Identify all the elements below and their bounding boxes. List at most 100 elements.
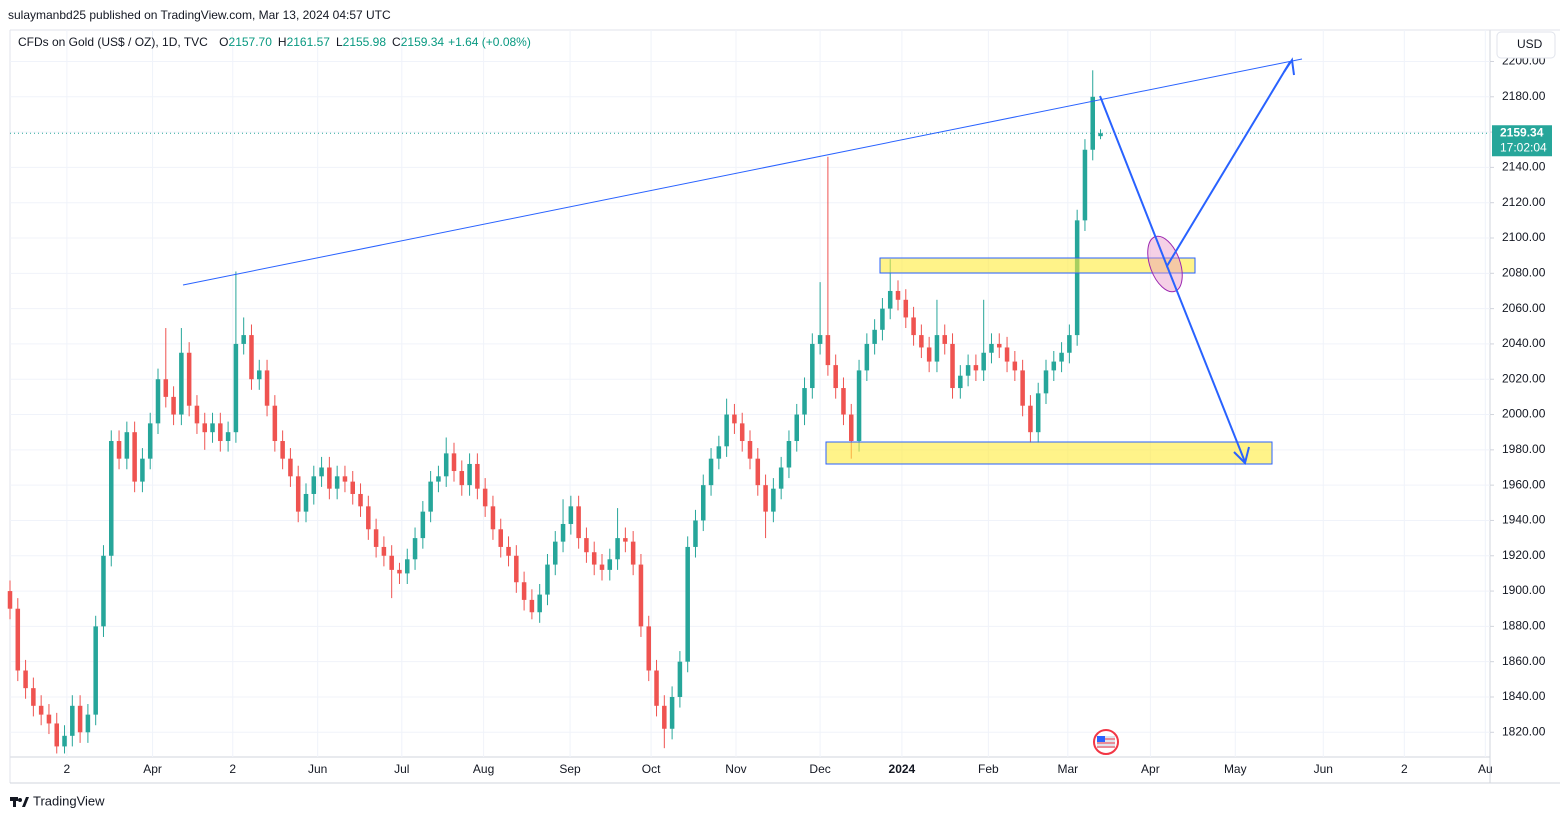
candle-body bbox=[802, 388, 807, 415]
support-zone bbox=[825, 441, 1273, 465]
projection-arrows bbox=[1099, 57, 1295, 465]
last-price-label: 2159.34 bbox=[1500, 125, 1544, 139]
y-tick-label: 2080.00 bbox=[1502, 265, 1546, 279]
candle-body bbox=[856, 370, 862, 442]
candle-body bbox=[467, 463, 472, 486]
countdown-label: 17:02:04 bbox=[1500, 140, 1547, 154]
candle-body bbox=[264, 370, 270, 406]
flag-icon bbox=[1093, 729, 1119, 755]
candle-body bbox=[490, 506, 496, 530]
candle-body bbox=[1067, 335, 1072, 353]
ohlc-value: 2159.34 bbox=[400, 35, 445, 49]
candle-body bbox=[210, 423, 215, 433]
candle-body bbox=[194, 405, 200, 424]
candle-body bbox=[607, 559, 613, 570]
candle-body bbox=[109, 441, 114, 556]
y-tick-label: 2180.00 bbox=[1502, 89, 1546, 103]
ohlc-key: H bbox=[277, 35, 287, 49]
x-tick-label: 2 bbox=[64, 762, 71, 776]
candle-body bbox=[934, 335, 940, 362]
symbol-line: CFDs on Gold (US$ / OZ), 1D, TVC O2157.7… bbox=[18, 35, 535, 49]
candle-body bbox=[584, 538, 589, 553]
candle-body bbox=[553, 541, 558, 565]
x-tick-label: Jun bbox=[1314, 762, 1333, 776]
candle-body bbox=[342, 476, 348, 482]
candle-body bbox=[1059, 352, 1064, 362]
candle-body bbox=[685, 546, 690, 662]
candle-body bbox=[545, 564, 550, 595]
candle-body bbox=[93, 626, 98, 715]
candle-body bbox=[459, 471, 465, 486]
candle-body bbox=[568, 506, 574, 524]
candle-body bbox=[62, 735, 67, 747]
candle-body bbox=[630, 541, 636, 565]
y-tick-label: 1980.00 bbox=[1502, 442, 1546, 456]
x-tick-label: Jun bbox=[308, 762, 327, 776]
candle-body bbox=[280, 441, 285, 459]
y-tick-label: 2000.00 bbox=[1502, 407, 1546, 421]
candle-body bbox=[919, 335, 924, 348]
y-tick-label: 1860.00 bbox=[1502, 654, 1546, 668]
x-tick-label: 2 bbox=[229, 762, 236, 776]
candle-body bbox=[46, 714, 52, 724]
candle-body bbox=[358, 493, 363, 507]
axes: 1820.00 1840.00 1860.00 1880.00 1900.00 1920.… bbox=[64, 54, 1552, 776]
candle-body bbox=[443, 453, 449, 477]
candle-body bbox=[693, 520, 698, 547]
candle-body bbox=[163, 379, 169, 397]
candle-body bbox=[537, 594, 542, 613]
x-tick-label: Aug bbox=[473, 762, 494, 776]
candle-body bbox=[638, 564, 644, 627]
candle-body bbox=[521, 582, 527, 600]
logo-part bbox=[22, 797, 29, 807]
candle-body bbox=[311, 476, 317, 494]
y-tick-label: 2060.00 bbox=[1502, 301, 1546, 315]
candle-body bbox=[903, 299, 909, 318]
candle-body bbox=[179, 352, 184, 415]
candle-body bbox=[926, 347, 932, 362]
candle-body bbox=[420, 511, 426, 539]
candle-body bbox=[880, 308, 885, 330]
candle-body bbox=[872, 329, 877, 344]
candle-body bbox=[147, 423, 153, 459]
candle-body bbox=[31, 688, 36, 706]
candle-body bbox=[288, 458, 293, 477]
candle-body bbox=[334, 476, 340, 489]
candle-body bbox=[498, 529, 503, 547]
y-tick-label: 1920.00 bbox=[1502, 548, 1546, 562]
candle-body bbox=[817, 335, 823, 344]
candle-body bbox=[755, 458, 761, 486]
candle-body bbox=[739, 423, 745, 442]
x-tick-label: May bbox=[1224, 762, 1247, 776]
y-tick-label: 1880.00 bbox=[1502, 619, 1546, 633]
candle-body bbox=[794, 414, 799, 442]
candle-body bbox=[623, 538, 628, 542]
arrow-head-up bbox=[1283, 57, 1295, 76]
candle-body bbox=[397, 569, 402, 574]
candle-body bbox=[506, 546, 511, 556]
x-tick-label: Apr bbox=[143, 762, 162, 776]
footer-logo bbox=[10, 797, 29, 807]
candle-body bbox=[77, 705, 83, 733]
candle-body bbox=[1012, 361, 1018, 371]
candle-body bbox=[70, 705, 75, 736]
candle-body bbox=[428, 481, 433, 512]
candle-body bbox=[412, 538, 418, 560]
candle-body bbox=[591, 552, 597, 565]
candle-body bbox=[786, 441, 792, 468]
ohlc-value: 2155.98 bbox=[342, 35, 387, 49]
candle-body bbox=[1051, 361, 1057, 371]
currency-label: USD bbox=[1517, 37, 1543, 51]
candle-body bbox=[864, 343, 870, 371]
candle-body bbox=[202, 423, 207, 433]
candle-body bbox=[155, 379, 161, 424]
candle-body bbox=[482, 488, 488, 507]
candle-body bbox=[654, 670, 659, 706]
currency-button[interactable] bbox=[1496, 31, 1556, 59]
candle-body bbox=[701, 485, 706, 521]
candle-body bbox=[810, 343, 815, 389]
candle-body bbox=[1035, 393, 1041, 433]
change: +1.64 (+0.08%) bbox=[448, 35, 531, 49]
candle-body bbox=[249, 335, 254, 380]
